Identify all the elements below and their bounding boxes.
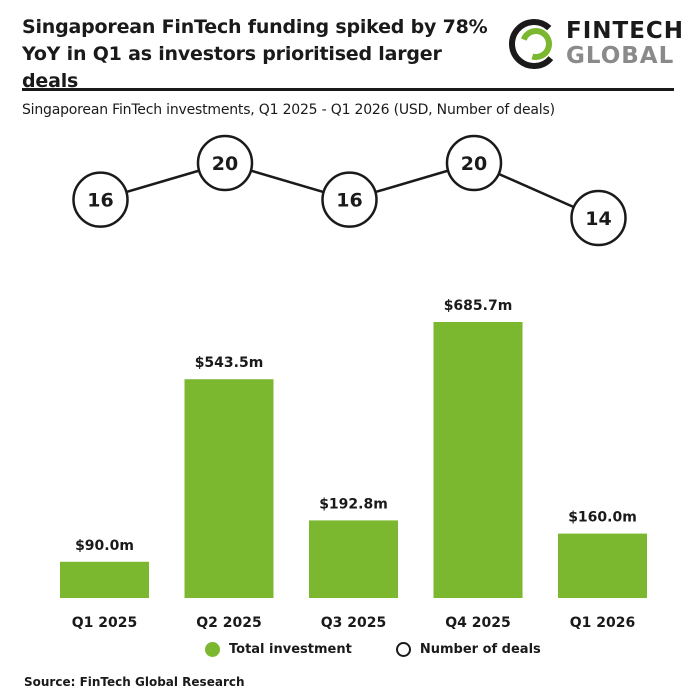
bar-value-label-3: $192.8m (319, 496, 388, 512)
bar-value-label-2: $543.5m (195, 355, 264, 371)
bar-value-label-5: $160.0m (568, 510, 637, 526)
legend-label-investment: Total investment (229, 642, 352, 657)
category-label-4: Q4 2025 (445, 615, 510, 631)
bar-3 (309, 520, 398, 598)
legend-item-deals: Number of deals (396, 642, 541, 657)
deals-value-label-2: 20 (212, 153, 238, 175)
legend-swatch-deals (396, 642, 411, 657)
deals-value-label-3: 16 (336, 190, 362, 212)
bar-5 (558, 534, 647, 598)
bar-1 (60, 562, 149, 598)
deals-value-label-4: 20 (461, 153, 487, 175)
category-label-3: Q3 2025 (321, 615, 386, 631)
category-label-1: Q1 2025 (72, 615, 137, 631)
legend: Total investment Number of deals (205, 642, 585, 657)
legend-label-deals: Number of deals (420, 642, 541, 657)
deals-value-label-1: 16 (87, 190, 113, 212)
bar-2 (185, 379, 274, 598)
bar-4 (434, 322, 523, 598)
legend-swatch-investment (205, 642, 220, 657)
bar-value-label-1: $90.0m (75, 538, 134, 554)
legend-item-investment: Total investment (205, 642, 352, 657)
category-label-2: Q2 2025 (196, 615, 261, 631)
category-label-5: Q1 2026 (570, 615, 635, 631)
bar-value-label-4: $685.7m (444, 298, 513, 314)
deals-value-label-5: 14 (585, 208, 611, 230)
source-note: Source: FinTech Global Research (24, 675, 245, 689)
